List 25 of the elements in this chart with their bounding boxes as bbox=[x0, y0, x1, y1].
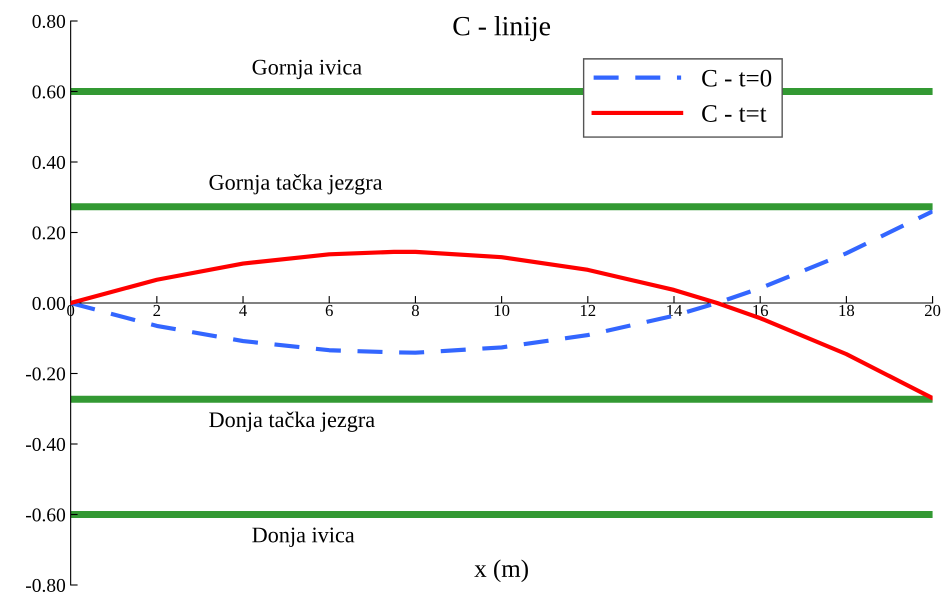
x-tick-label: 18 bbox=[840, 304, 854, 316]
x-tick-label: 6 bbox=[326, 304, 333, 316]
x-tick-label: 2 bbox=[153, 304, 160, 316]
y-tick-label: 0.00 bbox=[32, 296, 66, 310]
ref-line-label: Donja ivica bbox=[252, 528, 354, 547]
y-tick-label: -0.60 bbox=[26, 508, 66, 522]
y-tick-label: -0.40 bbox=[26, 438, 66, 452]
y-tick-label: -0.20 bbox=[26, 367, 66, 381]
x-tick-label: 10 bbox=[494, 304, 510, 316]
y-tick-label: 0.20 bbox=[32, 226, 66, 240]
x-tick-label: 20 bbox=[924, 304, 940, 316]
ref-line-label: Gornja tačka jezgra bbox=[209, 174, 382, 194]
x-tick-label: 12 bbox=[580, 304, 596, 316]
chart-title: C - linije bbox=[453, 16, 550, 42]
y-tick-label: 0.40 bbox=[32, 156, 66, 170]
y-tick-label: -0.80 bbox=[26, 578, 66, 592]
y-tick-label: 0.60 bbox=[32, 85, 66, 99]
ref-line-label: Donja tačka jezgra bbox=[209, 412, 375, 432]
x-axis-title: x (m) bbox=[474, 560, 528, 582]
x-tick-label: 4 bbox=[239, 304, 247, 316]
x-tick-label: 8 bbox=[412, 304, 419, 316]
legend-label: C - t=0 bbox=[702, 70, 772, 87]
ref-line-label: Gornja ivica bbox=[252, 60, 362, 80]
y-tick-label: 0.80 bbox=[32, 14, 66, 28]
legend-label: C - t=t bbox=[702, 105, 766, 122]
